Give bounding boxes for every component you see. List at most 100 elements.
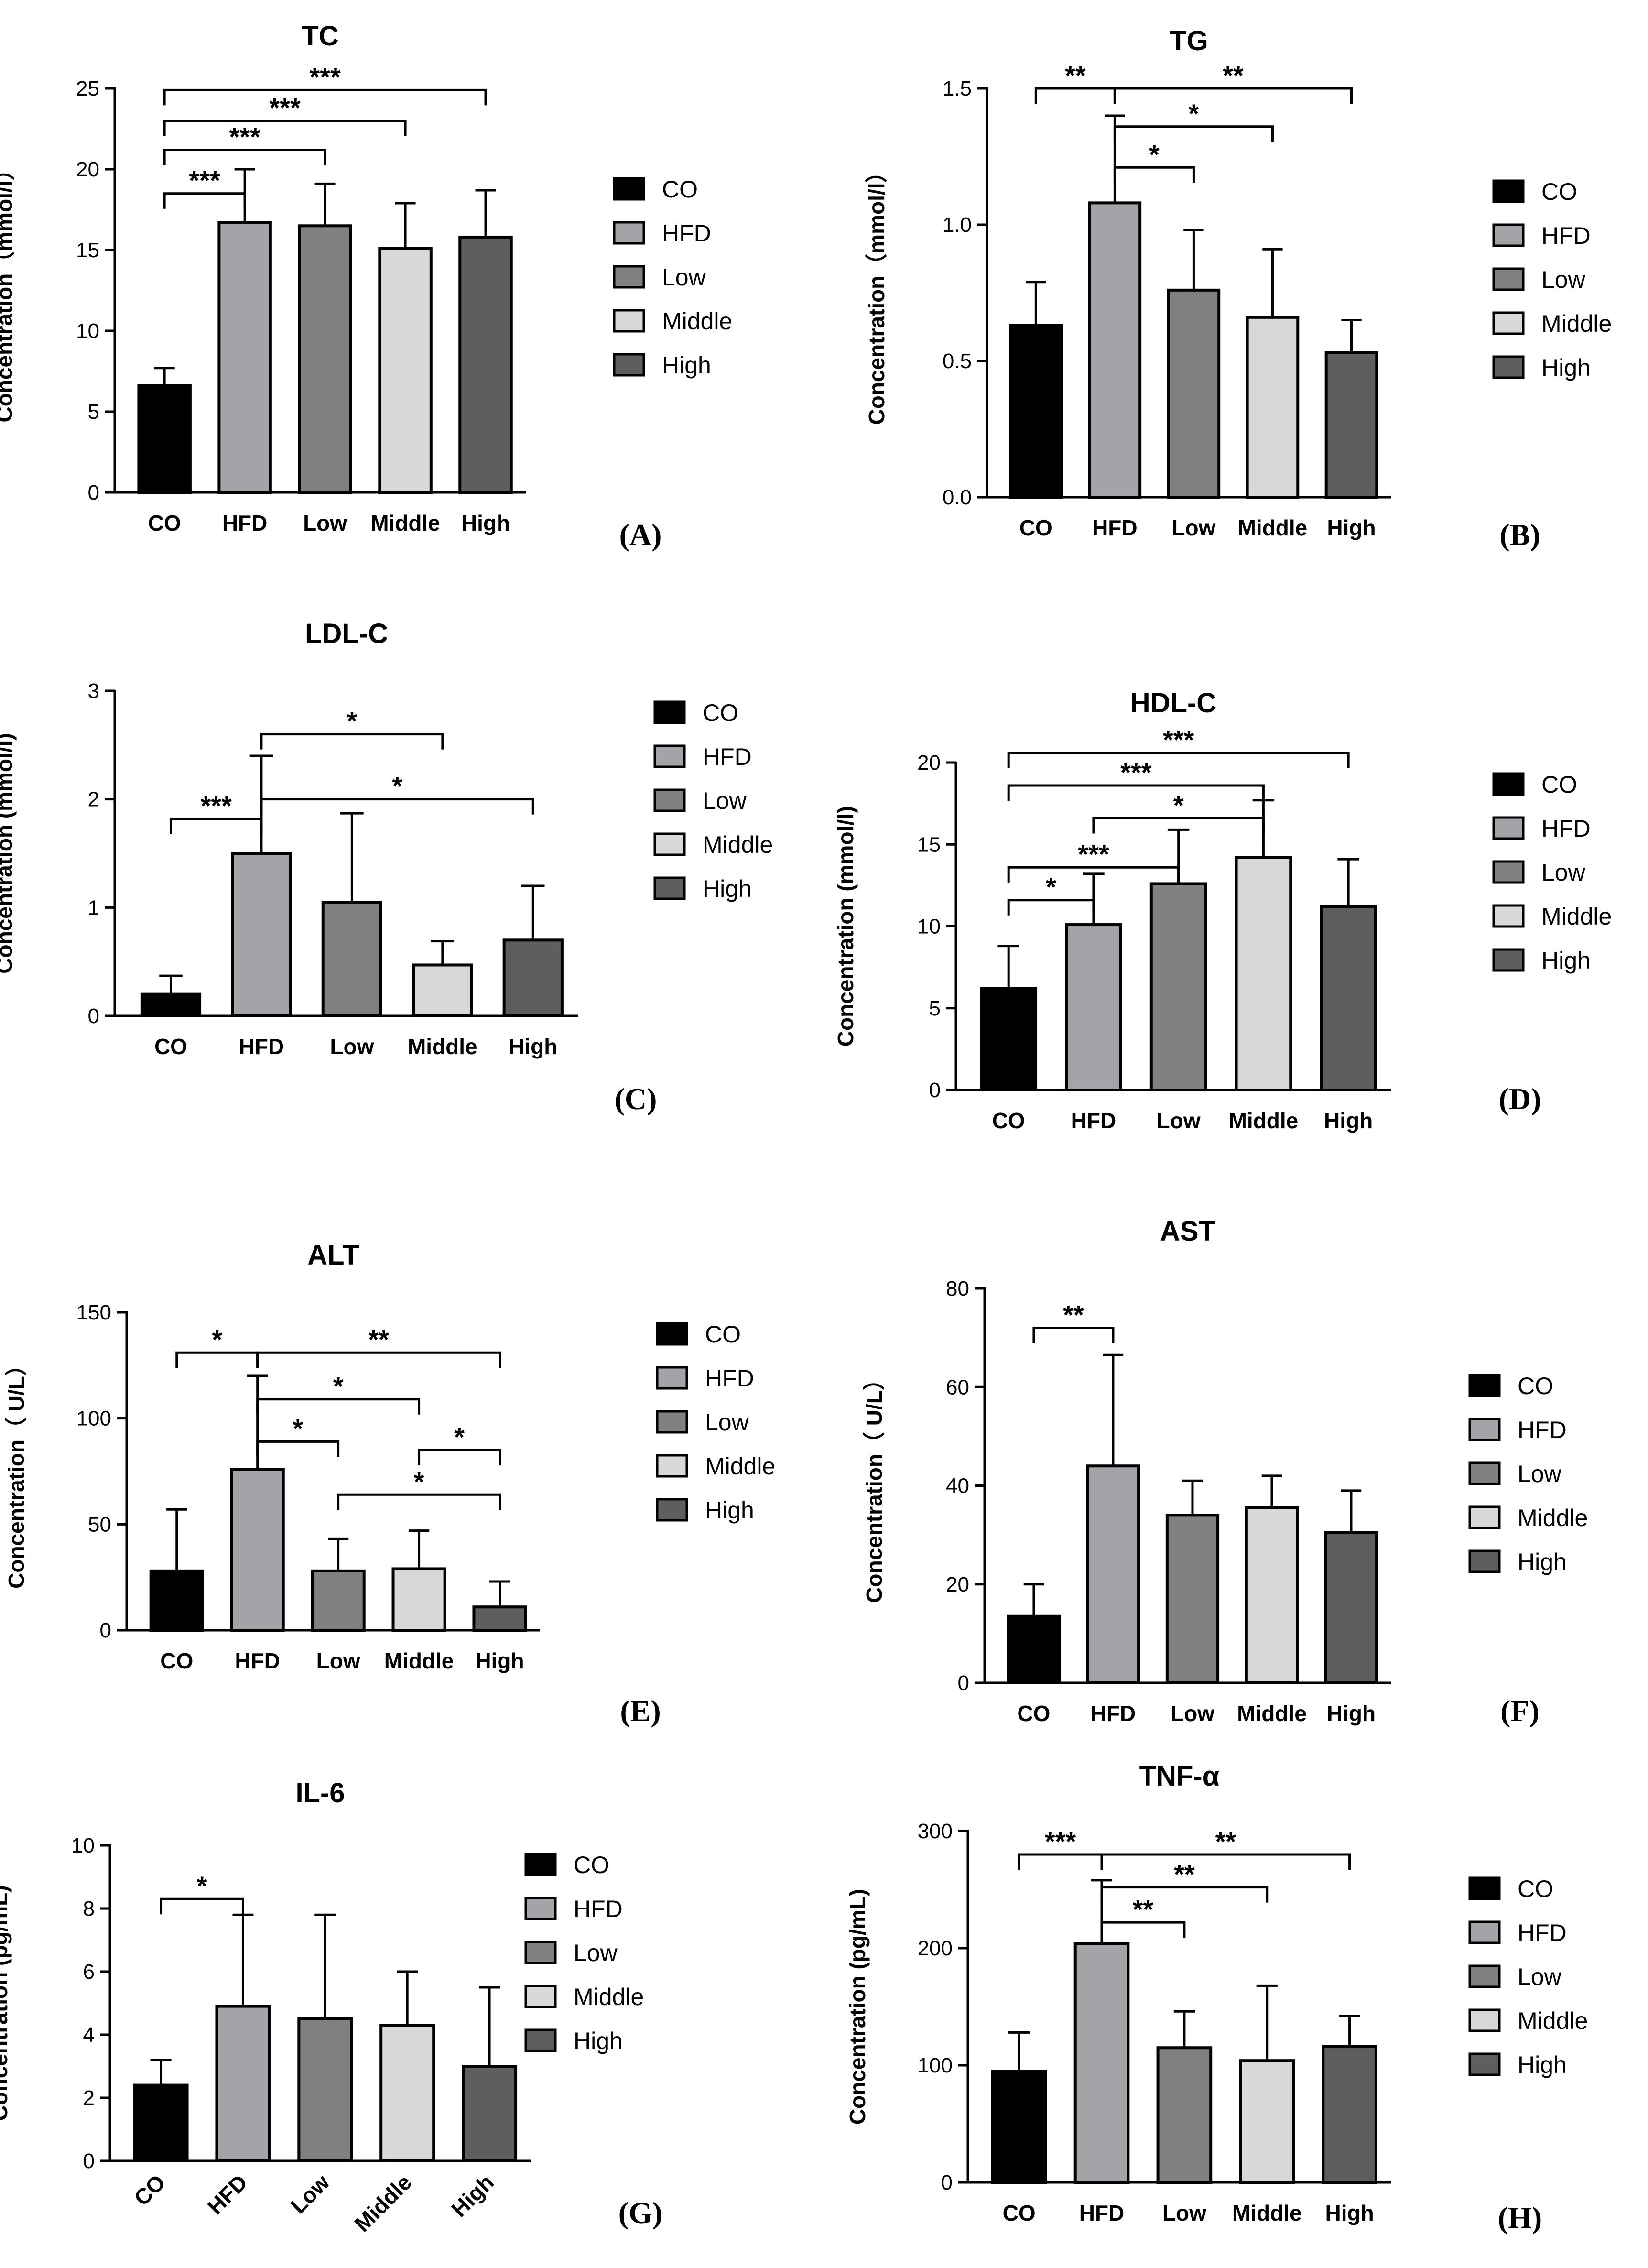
- legend-label: Low: [1541, 859, 1586, 886]
- y-tick-label: 3: [88, 679, 99, 703]
- y-tick-label: 50: [88, 1513, 111, 1536]
- y-tick-label: 8: [83, 1897, 95, 1920]
- significance-bracket: [1032, 1327, 1115, 1343]
- x-category-label: Low: [316, 1648, 360, 1673]
- bar-middle: [1235, 856, 1292, 1092]
- panel-label: (C): [615, 1082, 657, 1116]
- significance-label: **: [1065, 60, 1086, 90]
- legend-swatch-middle: [656, 1454, 688, 1478]
- legend-label: HFD: [1541, 222, 1591, 249]
- x-category-label: Middle: [370, 511, 440, 535]
- significance-bracket: [1100, 1853, 1351, 1870]
- y-tick-label: 1.0: [943, 213, 972, 237]
- x-category-label: Middle: [349, 2170, 416, 2236]
- x-category-label: Low: [1157, 1108, 1201, 1133]
- legend-label: Middle: [1541, 310, 1612, 337]
- legend-swatch-middle: [613, 309, 645, 333]
- x-category-label: HFD: [1079, 2201, 1125, 2225]
- bar-hfd: [1065, 923, 1122, 1091]
- legend-swatch-high: [1468, 1549, 1501, 1573]
- legend-swatch-co: [1468, 1876, 1501, 1900]
- legend-swatch-low: [1468, 1461, 1501, 1485]
- x-category-label: CO: [160, 1648, 193, 1673]
- x-category-label: High: [1327, 1701, 1376, 1726]
- legend-swatch-middle: [653, 832, 686, 856]
- x-category-label: Low: [1171, 1701, 1214, 1726]
- x-category-label: HFD: [1092, 515, 1138, 540]
- y-tick-label: 1: [88, 896, 99, 919]
- y-axis-label: Concentration (mmol/l): [0, 733, 17, 973]
- bar-high: [1322, 2045, 1377, 2184]
- legend-label: CO: [1518, 1373, 1553, 1399]
- y-tick-label: 0: [958, 1671, 969, 1695]
- legend-swatch-middle: [1492, 904, 1525, 928]
- bar-low: [1156, 2046, 1213, 2184]
- significance-label: **: [1063, 1300, 1084, 1330]
- panel-label: (B): [1499, 518, 1540, 552]
- significance-label: *: [392, 771, 402, 801]
- significance-bracket: [1007, 866, 1180, 883]
- x-category-label: HFD: [1091, 1701, 1136, 1726]
- x-category-label: Low: [286, 2170, 335, 2218]
- significance-label: *: [1189, 98, 1199, 129]
- y-tick-label: 0: [88, 481, 99, 504]
- chart-panel-8: TNF-α Concentration (pg/mL) 0 100 200 300 CO HF…: [845, 1761, 1588, 2235]
- legend-swatch-hfd: [613, 221, 645, 245]
- legend-label: CO: [1518, 1875, 1553, 1902]
- significance-bracket: [1018, 1853, 1103, 1870]
- legend-label: High: [703, 875, 752, 902]
- legend-label: Low: [703, 787, 747, 814]
- legend-label: HFD: [1541, 815, 1591, 842]
- bar-hfd: [1086, 1464, 1140, 1684]
- legend-label: High: [1541, 354, 1591, 381]
- legend-label: Middle: [703, 831, 773, 858]
- bar-hfd: [217, 221, 272, 494]
- legend-swatch-hfd: [1492, 223, 1525, 247]
- x-category-label: Middle: [384, 1648, 454, 1673]
- legend-label: HFD: [1518, 1417, 1567, 1443]
- significance-bracket: [175, 1351, 259, 1368]
- bar-hfd: [1088, 201, 1142, 499]
- panel-label: (F): [1500, 1694, 1540, 1728]
- significance-bracket: [169, 817, 263, 834]
- legend-label: HFD: [1518, 1919, 1567, 1946]
- significance-label: *: [1173, 790, 1184, 820]
- significance-bracket: [163, 88, 487, 106]
- bar-low: [321, 901, 382, 1017]
- y-tick-label: 2: [88, 788, 99, 811]
- significance-bracket: [160, 1897, 244, 1915]
- y-tick-label: 0: [83, 2149, 95, 2173]
- legend-label: Middle: [662, 308, 732, 335]
- legend-label: High: [1518, 1548, 1567, 1575]
- significance-bracket: [1100, 1921, 1186, 1938]
- legend-swatch-high: [1492, 355, 1525, 379]
- y-tick-label: 5: [929, 997, 941, 1020]
- legend-swatch-high: [656, 1498, 688, 1522]
- significance-bracket: [256, 1351, 501, 1368]
- bar-middle: [379, 2024, 435, 2163]
- legend-label: Low: [1518, 1963, 1562, 1990]
- legend-label: HFD: [703, 743, 752, 770]
- x-category-label: Low: [1171, 515, 1215, 540]
- x-category-label: High: [475, 1648, 524, 1673]
- legend-label: Middle: [1518, 2007, 1588, 2034]
- significance-bracket: [1113, 87, 1353, 104]
- legend-label: Low: [1541, 266, 1586, 293]
- bar-co: [137, 384, 192, 494]
- x-category-label: HFD: [1071, 1108, 1117, 1133]
- legend-swatch-hfd: [1468, 1920, 1501, 1944]
- legend-swatch-middle: [1468, 2008, 1501, 2032]
- legend-swatch-middle: [1492, 311, 1525, 335]
- x-category-label: CO: [1017, 1701, 1050, 1726]
- y-tick-label: 0: [941, 2171, 953, 2194]
- y-tick-label: 25: [76, 77, 99, 100]
- x-category-label: High: [1324, 1108, 1373, 1133]
- x-category-label: High: [446, 2170, 499, 2222]
- legend-swatch-low: [656, 1410, 688, 1434]
- legend-swatch-high: [653, 876, 686, 900]
- bar-co: [140, 992, 202, 1018]
- legend-swatch-low: [1468, 1964, 1501, 1988]
- legend-label: High: [1518, 2051, 1567, 2078]
- legend-swatch-low: [1492, 860, 1525, 884]
